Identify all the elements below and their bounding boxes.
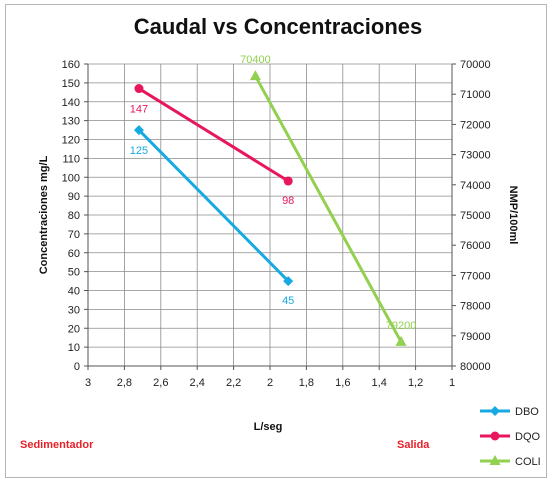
y2-tick-label: 73000 [460,150,491,162]
y2-axis-title: NMP/100ml [507,186,519,245]
y-tick-label: 100 [62,172,80,184]
x-tick-label: 3 [85,377,91,389]
data-point-coli [395,335,407,346]
legend-label-dbo: DBO [515,406,539,418]
data-label-dqo: 147 [130,104,148,116]
data-point-dqo [283,176,293,186]
data-point-dbo [283,276,294,287]
y-tick-label: 110 [62,153,80,165]
series-line-dbo [137,129,290,283]
y-tick-label: 160 [62,59,80,71]
y-tick-label: 90 [68,191,80,203]
y2-tick-label: 76000 [460,240,491,252]
x-tick-label: 2,8 [117,377,132,389]
data-point-dqo [134,84,144,94]
data-label-dqo: 98 [282,195,294,207]
y-tick-label: 0 [74,361,80,373]
series-line-dqo [138,87,289,183]
x-axis-title: L/seg [254,421,283,433]
annotation-salida: Salida [397,439,430,451]
y2-tick-label: 72000 [460,119,491,131]
data-label-coli: 79200 [386,320,417,332]
data-point-coli [249,70,261,81]
legend-label-coli: COLI [515,456,541,468]
data-label-dbo: 45 [282,295,294,307]
y-tick-label: 150 [62,78,80,90]
x-tick-label: 1,2 [408,377,423,389]
y2-tick-label: 77000 [460,270,491,282]
data-label-dbo: 125 [130,145,148,157]
y2-tick-label: 79000 [460,331,491,343]
x-tick-label: 2,2 [226,377,241,389]
y2-tick-label: 80000 [460,361,491,373]
y-tick-label: 10 [68,342,80,354]
x-tick-label: 2,4 [190,377,205,389]
data-label-coli: 70400 [240,54,271,66]
x-tick-label: 2,6 [153,377,168,389]
y-tick-label: 50 [68,267,80,279]
series-line-coli [254,75,403,343]
y-tick-label: 20 [68,323,80,335]
y-axis-title: Concentraciones mg/L [38,155,50,274]
x-tick-label: 1 [449,377,455,389]
legend-marker-coli [489,455,501,465]
data-point-dbo [133,125,144,136]
x-tick-label: 1,8 [299,377,314,389]
y-tick-label: 80 [68,210,80,222]
legend-marker-dqo [490,431,500,441]
y2-tick-label: 75000 [460,210,491,222]
y2-tick-label: 74000 [460,180,491,192]
y2-tick-label: 78000 [460,301,491,313]
x-tick-label: 1,4 [372,377,387,389]
y-tick-label: 140 [62,97,80,109]
y-tick-label: 120 [62,135,80,147]
y-tick-label: 130 [62,116,80,128]
x-tick-label: 1,6 [335,377,350,389]
x-tick-label: 2 [267,377,273,389]
y-tick-label: 40 [68,286,80,298]
y-tick-label: 70 [68,229,80,241]
legend-marker-dbo [490,406,500,416]
annotation-sedimentador: Sedimentador [20,439,94,451]
y-tick-label: 60 [68,248,80,260]
y2-tick-label: 71000 [460,89,491,101]
legend-label-dqo: DQO [515,431,541,443]
y-tick-label: 30 [68,304,80,316]
y2-tick-label: 70000 [460,59,491,71]
chart-title: Caudal vs Concentraciones [133,14,423,39]
